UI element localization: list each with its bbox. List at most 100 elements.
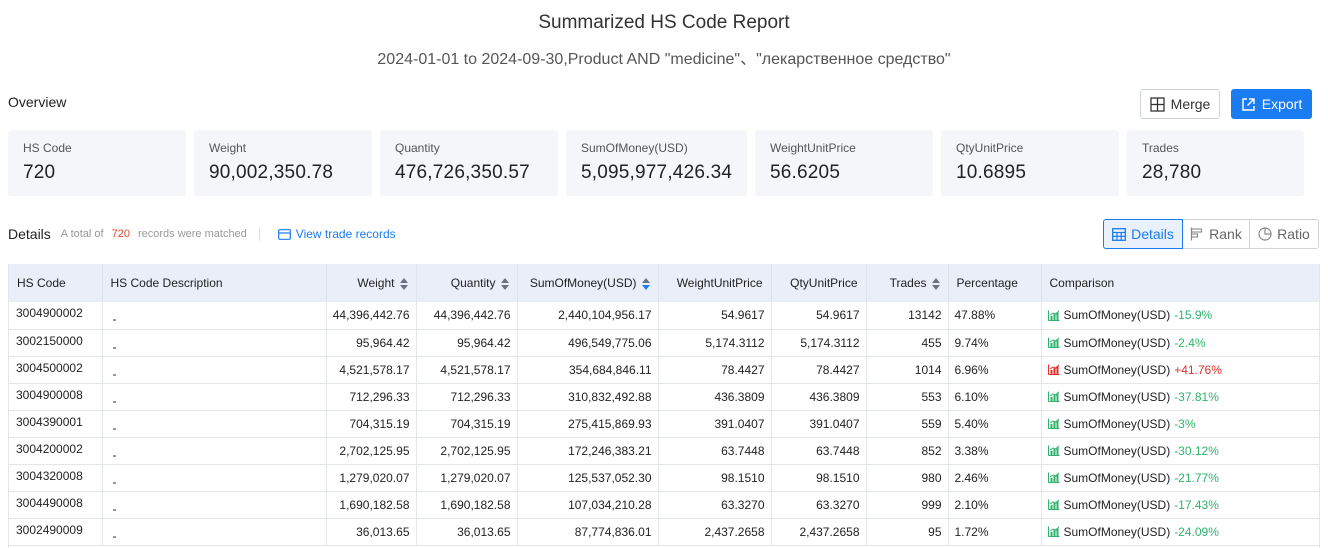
cell-comparison: SumOfMoney(USD) -37.81% xyxy=(1041,383,1319,411)
cell-percentage: 2.10% xyxy=(948,491,1042,519)
cell-percentage: 47.88% xyxy=(948,302,1042,330)
tab-rank[interactable]: Rank xyxy=(1182,219,1250,249)
sort-icon[interactable] xyxy=(500,277,509,290)
details-note-prefix: A total of xyxy=(60,228,104,240)
comparison-label: SumOfMoney(USD) xyxy=(1063,308,1171,323)
cell-description: - xyxy=(102,329,327,357)
merge-button[interactable]: Merge xyxy=(1140,89,1220,119)
trend-down-chart-icon xyxy=(1047,310,1059,321)
cell-description: - xyxy=(102,302,327,330)
table-row[interactable]: 3004900008-712,296.33 712,296.33 310,832,4… xyxy=(9,383,1319,411)
comparison-change: -3% xyxy=(1174,416,1196,431)
column-header-quantity[interactable]: Quantity xyxy=(416,264,518,302)
cell-weight: 4,521,578.17 xyxy=(326,356,417,384)
card-label: WeightUnitPrice xyxy=(770,141,856,155)
cell-hs-code: 3004500002 xyxy=(9,356,103,384)
column-header-sum-of-money[interactable]: SumOfMoney(USD) xyxy=(517,264,659,302)
cell-percentage: 5.40% xyxy=(948,410,1042,438)
cell-qty-unit-price: 436.3809 xyxy=(771,383,867,411)
card-trades: Trades 28,780 xyxy=(1127,130,1304,196)
trend-down-chart-icon xyxy=(1047,337,1059,348)
view-trade-records-link[interactable]: View trade records xyxy=(277,227,396,241)
cell-hs-code: 3004390001 xyxy=(9,410,103,438)
cell-qty-unit-price: 78.4427 xyxy=(771,356,867,384)
cell-weight-unit-price: 63.7448 xyxy=(658,437,772,465)
card-value: 5,095,977,426.34 xyxy=(581,162,733,183)
table-row[interactable]: 3002150000-95,964.42 95,964.42 496,549,775… xyxy=(9,329,1319,357)
cell-hs-code: 3004900002 xyxy=(9,302,103,330)
cell-description: - xyxy=(102,464,327,492)
card-weight-unit-price: WeightUnitPrice 56.6205 xyxy=(755,130,933,196)
results-table-container[interactable]: HS Code HS Code Description Weight Quant… xyxy=(8,264,1320,548)
cell-qty-unit-price: 5,174.3112 xyxy=(771,329,867,357)
cell-quantity: 2,702,125.95 xyxy=(416,437,518,465)
comparison-label: SumOfMoney(USD) xyxy=(1063,416,1171,431)
cell-quantity: 712,296.33 xyxy=(416,383,518,411)
cell-weight: 712,296.33 xyxy=(326,383,417,411)
export-label: Export xyxy=(1261,96,1303,112)
tab-details[interactable]: Details xyxy=(1103,219,1183,249)
cell-weight: 36,013.65 xyxy=(326,518,417,546)
cell-trades: 559 xyxy=(866,410,949,438)
cell-description: - xyxy=(102,491,327,519)
cell-hs-code: 3002490009 xyxy=(9,518,103,546)
comparison-change: +41.76% xyxy=(1174,362,1222,377)
sort-icon[interactable] xyxy=(641,277,650,290)
column-header-hs-code: HS Code xyxy=(9,264,103,302)
card-sum-of-money: SumOfMoney(USD) 5,095,977,426.34 xyxy=(566,130,747,196)
card-value: 56.6205 xyxy=(770,162,841,183)
card-icon xyxy=(277,228,291,240)
table-row[interactable]: 3004500002-4,521,578.17 4,521,578.17 354,6… xyxy=(9,356,1319,384)
column-header-weight[interactable]: Weight xyxy=(326,264,417,302)
export-icon xyxy=(1242,97,1255,111)
cell-sum-of-money: 172,246,383.21 xyxy=(517,437,659,465)
cell-weight: 95,964.42 xyxy=(326,329,417,357)
table-row[interactable]: 3004390001-704,315.19 704,315.19 275,415,8… xyxy=(9,410,1319,438)
cell-description: - xyxy=(102,410,327,438)
overview-heading: Overview xyxy=(8,94,67,110)
rank-bars-icon xyxy=(1191,227,1203,241)
comparison-label: SumOfMoney(USD) xyxy=(1063,389,1171,404)
cell-percentage: 9.74% xyxy=(948,329,1042,357)
card-value: 476,726,350.57 xyxy=(395,162,530,183)
comparison-label: SumOfMoney(USD) xyxy=(1063,497,1171,512)
merge-icon xyxy=(1150,96,1165,112)
trend-down-chart-icon xyxy=(1047,472,1059,483)
details-heading: Details xyxy=(8,226,51,242)
cell-trades: 999 xyxy=(866,491,949,519)
sort-icon[interactable] xyxy=(931,277,940,290)
cell-comparison: SumOfMoney(USD) -24.09% xyxy=(1041,518,1319,546)
cell-sum-of-money: 2,440,104,956.17 xyxy=(517,302,659,330)
cell-description: - xyxy=(102,518,327,546)
table-row[interactable]: 3004900002-44,396,442.76 44,396,442.76 2,4… xyxy=(9,302,1319,330)
table-row[interactable]: 3004490008-1,690,182.58 1,690,182.58 107,0… xyxy=(9,491,1319,519)
cell-sum-of-money: 310,832,492.88 xyxy=(517,383,659,411)
card-hs-code: HS Code 720 xyxy=(8,130,186,196)
cell-sum-of-money: 275,415,869.93 xyxy=(517,410,659,438)
table-row[interactable]: 3002490009-36,013.65 36,013.65 87,774,836.… xyxy=(9,518,1319,546)
view-tabs: Details Rank Ratio xyxy=(1103,219,1319,249)
cell-sum-of-money: 354,684,846.11 xyxy=(517,356,659,384)
column-header-qty-unit-price: QtyUnitPrice xyxy=(771,264,867,302)
column-header-trades[interactable]: Trades xyxy=(866,264,949,302)
cell-qty-unit-price: 2,437.2658 xyxy=(771,518,867,546)
cell-sum-of-money: 87,774,836.01 xyxy=(517,518,659,546)
column-header-percentage: Percentage xyxy=(948,264,1042,302)
table-row[interactable]: 3004320008-1,279,020.07 1,279,020.07 125,5… xyxy=(9,464,1319,492)
cell-hs-code: 3004320008 xyxy=(9,464,103,492)
comparison-label: SumOfMoney(USD) xyxy=(1063,470,1171,485)
records-count: 720 xyxy=(111,228,130,240)
export-button[interactable]: Export xyxy=(1231,89,1312,119)
cell-percentage: 1.72% xyxy=(948,518,1042,546)
cell-comparison: SumOfMoney(USD) -2.4% xyxy=(1041,329,1319,357)
sort-icon[interactable] xyxy=(399,277,408,290)
cell-weight-unit-price: 436.3809 xyxy=(658,383,772,411)
comparison-change: -2.4% xyxy=(1174,335,1206,350)
cell-description: - xyxy=(102,437,327,465)
cell-weight: 1,690,182.58 xyxy=(326,491,417,519)
cell-description: - xyxy=(102,356,327,384)
table-row[interactable]: 3004200002-2,702,125.95 2,702,125.95 172,2… xyxy=(9,437,1319,465)
tab-ratio[interactable]: Ratio xyxy=(1249,219,1319,249)
cell-percentage: 6.10% xyxy=(948,383,1042,411)
trend-down-chart-icon xyxy=(1047,445,1059,456)
